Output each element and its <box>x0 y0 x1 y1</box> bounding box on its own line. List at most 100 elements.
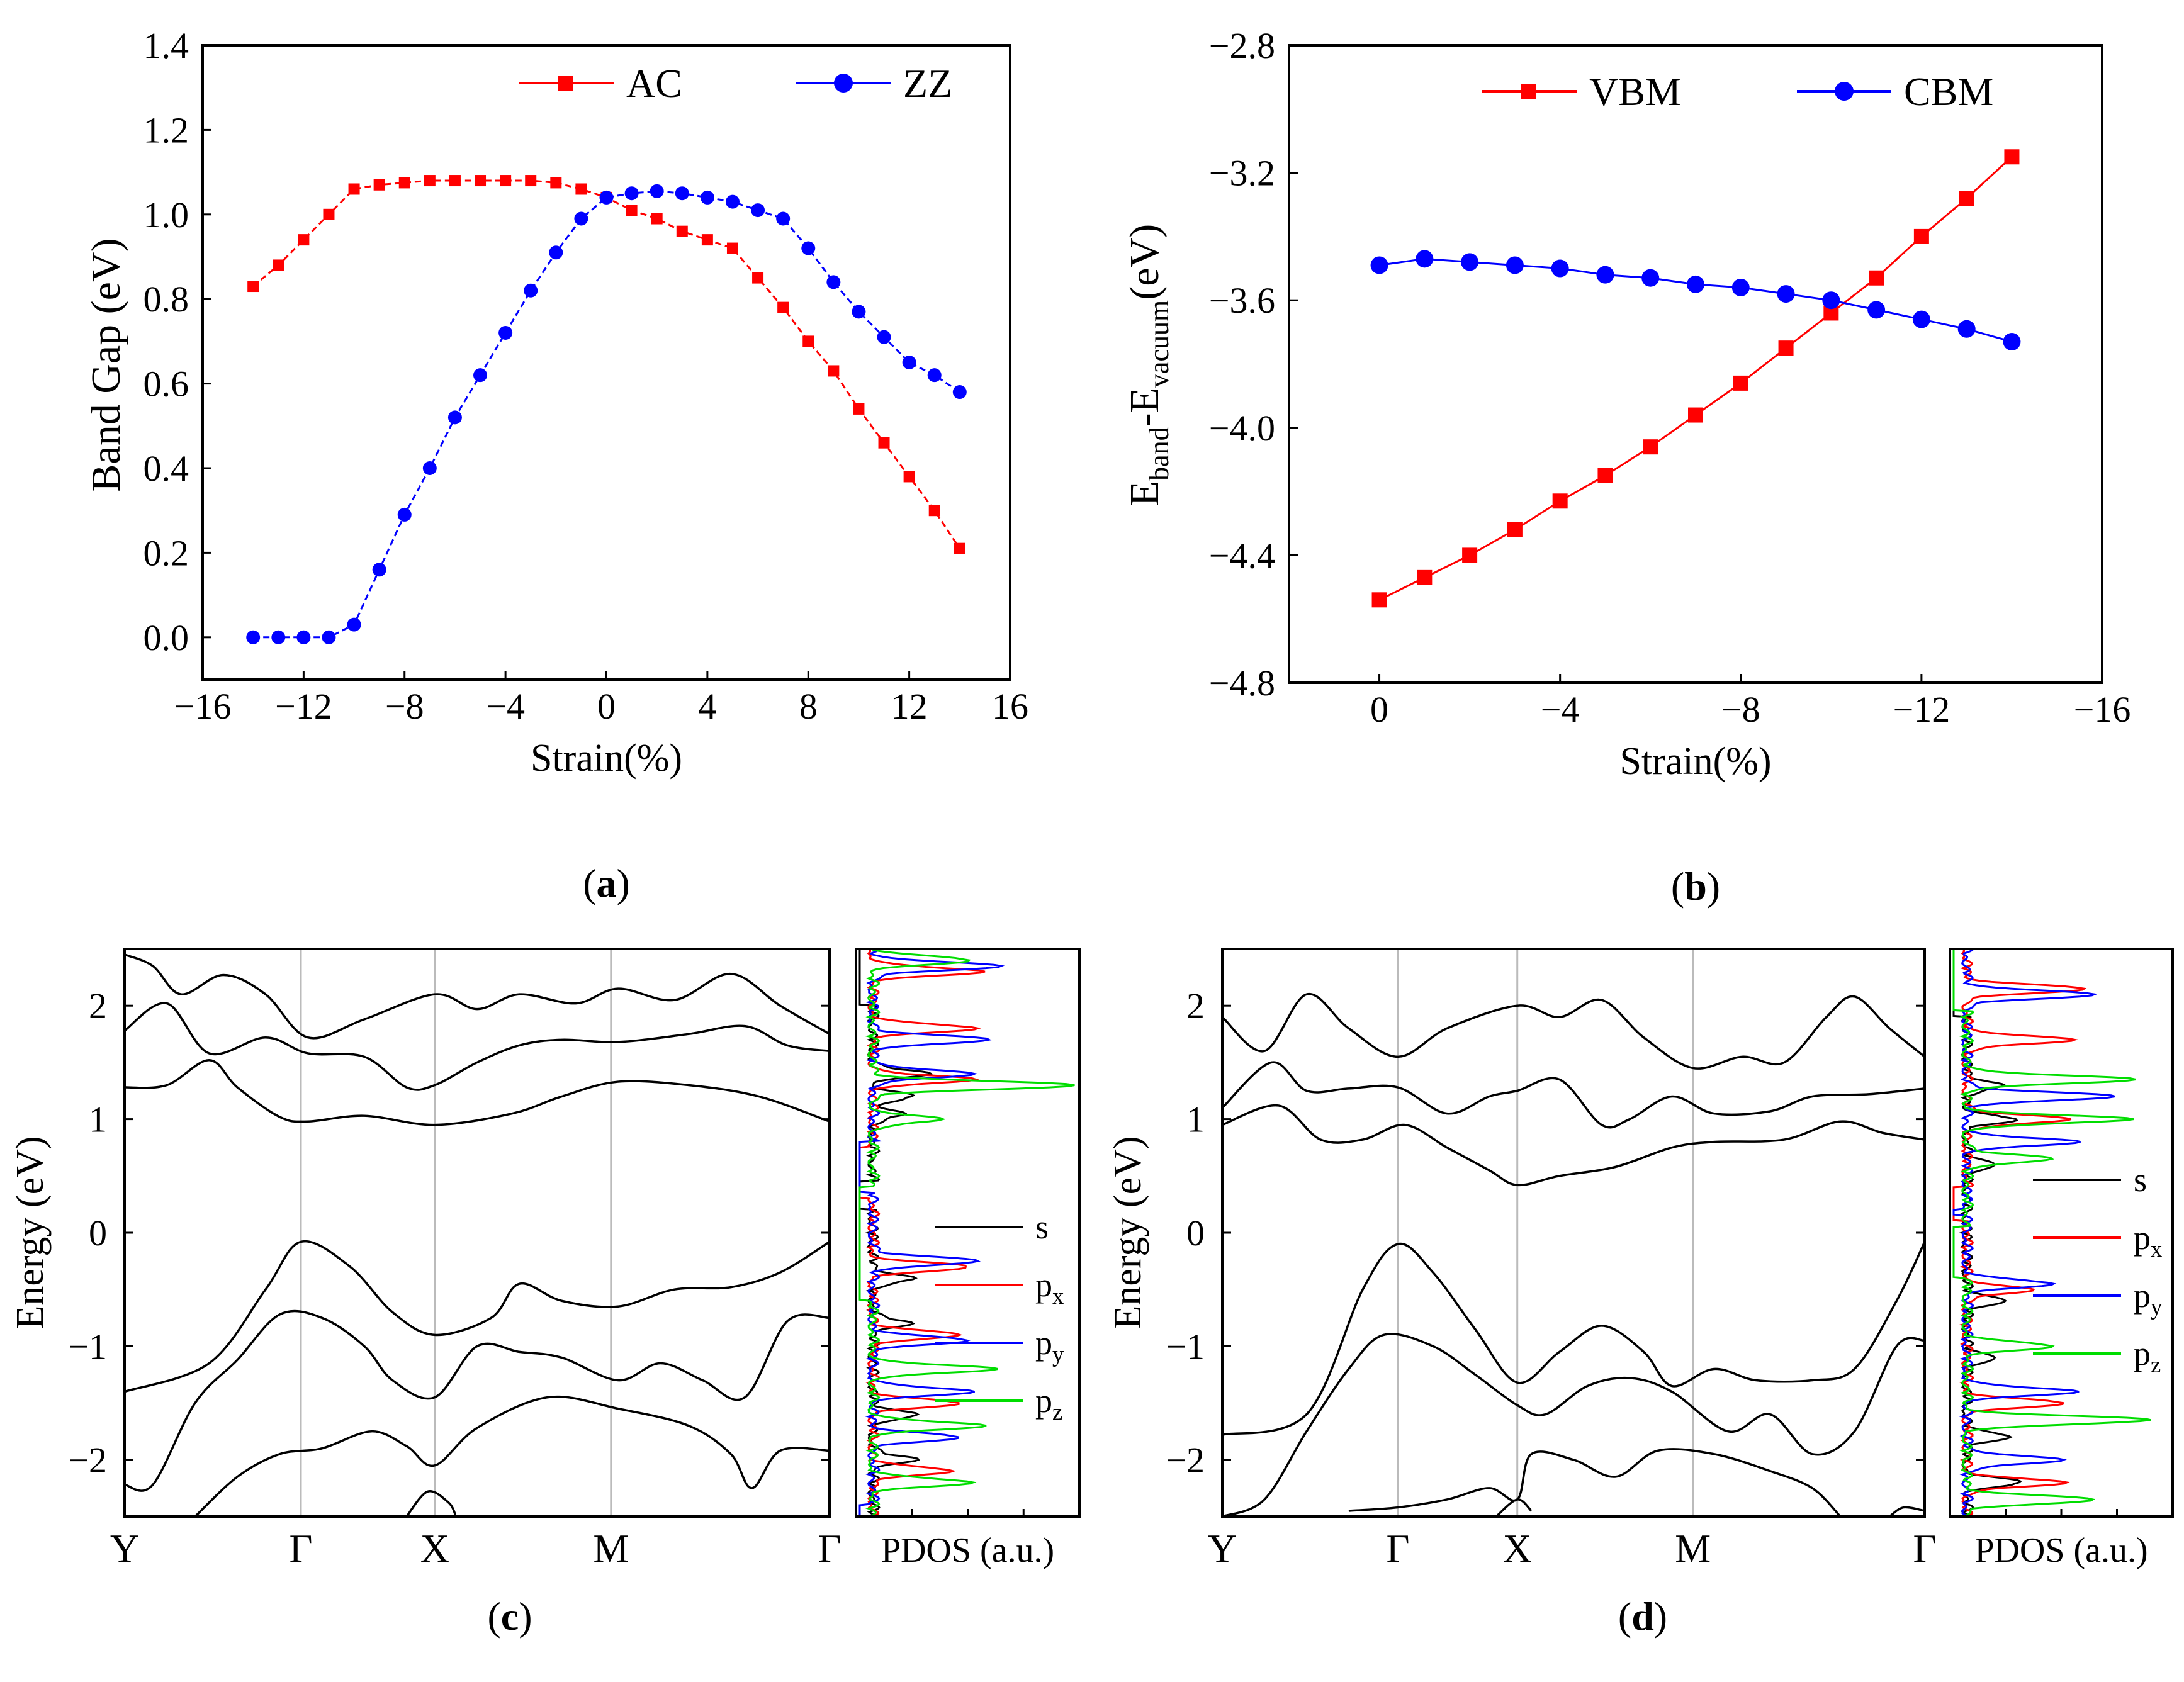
y-axis-label-ylabel_mid: -E <box>1122 388 1168 427</box>
legend-label: VBM <box>1589 69 1681 114</box>
panel-label-letter: d <box>1631 1594 1654 1639</box>
data-point <box>397 507 412 522</box>
legend-marker <box>1521 84 1536 99</box>
band-curve <box>125 953 830 1040</box>
legend-marker <box>834 74 853 93</box>
data-point <box>776 211 791 226</box>
panel-label-open: ( <box>1671 864 1684 909</box>
data-point <box>651 213 663 225</box>
data-point <box>802 335 814 347</box>
data-point <box>1733 375 1748 391</box>
y-axis-label: Energy (eV) <box>1106 1136 1149 1329</box>
pdos-x-label: PDOS (a.u.) <box>881 1531 1054 1570</box>
data-point <box>650 184 664 198</box>
band-curve <box>1889 1506 1925 1517</box>
y-tick-label: −1 <box>1166 1326 1205 1367</box>
panel-label: (c) <box>487 1594 532 1639</box>
y-axis-label-ylabel_sub1: band <box>1144 427 1174 481</box>
y-axis-label-ylabel_sub2: vacuum <box>1144 300 1174 388</box>
band-curve <box>125 1309 830 1492</box>
data-point <box>1778 340 1794 356</box>
y-tick-label: 1 <box>1186 1099 1205 1140</box>
legend-label: s <box>2134 1161 2147 1199</box>
data-point <box>751 203 765 218</box>
y-tick-label: −3.6 <box>1209 280 1275 321</box>
data-point <box>1777 285 1795 303</box>
data-point <box>373 179 385 191</box>
panel-label-open: ( <box>1618 1594 1631 1639</box>
data-point <box>801 241 816 255</box>
y-tick-label: 1.4 <box>144 25 189 66</box>
data-point <box>599 190 614 205</box>
data-point <box>777 301 789 313</box>
data-point <box>473 368 488 383</box>
band-frame <box>1221 948 1926 1518</box>
legend-label: pz <box>1035 1382 1062 1425</box>
legend-label-main: p <box>2134 1219 2151 1257</box>
data-point <box>1507 522 1523 537</box>
data-point <box>701 234 713 246</box>
legend-label: s <box>1035 1208 1049 1246</box>
panel-label: (d) <box>1618 1594 1667 1639</box>
data-point <box>1688 407 1703 423</box>
data-point <box>828 365 840 377</box>
data-point <box>498 325 513 340</box>
band-curve <box>1222 1333 1925 1517</box>
x-tick-label: −16 <box>2074 689 2131 730</box>
legend-label: AC <box>626 61 682 106</box>
band-curve <box>1222 1241 1925 1436</box>
panel-b: 0 −4 −8 −12 −16 −4.8 −4.4 −4.0 −3.6 −3.2 −2.8 Strai… <box>1122 25 2131 909</box>
data-point <box>853 403 865 415</box>
data-point <box>322 630 336 644</box>
x-tick-label: −8 <box>1721 689 1760 730</box>
data-point <box>1957 320 1976 338</box>
legend-label: px <box>1035 1266 1064 1309</box>
y-tick-label: 1.2 <box>144 109 189 150</box>
data-point <box>1596 266 1614 284</box>
series-line <box>253 190 960 639</box>
data-point <box>676 225 688 237</box>
data-point <box>752 272 764 284</box>
y-tick-label: 2 <box>89 985 107 1026</box>
legend-label: px <box>2134 1219 2162 1262</box>
data-point <box>1959 191 1974 206</box>
pdos-x-label: PDOS (a.u.) <box>1974 1531 2147 1570</box>
legend-label-main: p <box>1035 1324 1052 1362</box>
data-point <box>877 330 891 344</box>
data-point <box>902 356 916 369</box>
data-point <box>1551 259 1569 278</box>
x-tick-label: 16 <box>992 686 1028 727</box>
panel-label-close: ) <box>1654 1594 1667 1639</box>
band-curve <box>125 1240 830 1393</box>
legend-label: pz <box>2134 1335 2161 1377</box>
legend-label-sub: x <box>2151 1236 2162 1262</box>
k-point-label: Γ <box>818 1526 842 1571</box>
data-point <box>624 186 639 201</box>
panel-label: (b) <box>1671 864 1720 909</box>
data-point <box>1597 468 1613 483</box>
data-point <box>347 617 361 632</box>
series-line <box>1379 257 2012 343</box>
data-point <box>298 234 310 246</box>
data-point <box>878 437 890 449</box>
legend-label-sub: z <box>2151 1352 2161 1377</box>
legend-marker <box>1835 82 1854 101</box>
band-curve <box>1495 1498 1533 1517</box>
band-curve <box>1348 1448 1842 1517</box>
pdos-curves <box>858 949 1075 1517</box>
data-point <box>954 542 965 554</box>
data-point <box>398 177 410 189</box>
series-VBM <box>1371 149 2020 608</box>
data-point <box>271 630 286 644</box>
data-point <box>1822 291 1840 310</box>
k-point-label: Y <box>1208 1526 1237 1571</box>
x-tick-label: −4 <box>1541 689 1580 730</box>
band-curve <box>1222 1104 1925 1187</box>
y-tick-label: −4.8 <box>1209 663 1275 704</box>
